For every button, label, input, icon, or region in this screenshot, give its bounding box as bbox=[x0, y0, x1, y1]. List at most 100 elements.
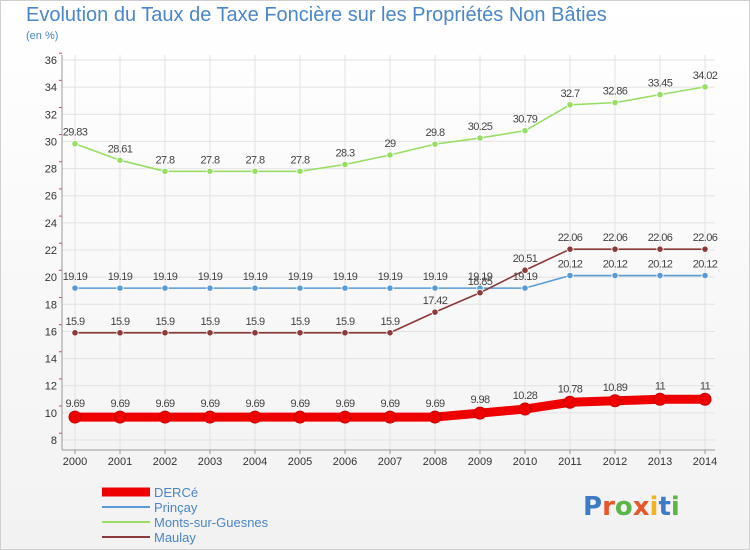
legend-label: DERCé bbox=[154, 485, 198, 500]
legend-label: Monts-sur-Guesnes bbox=[154, 515, 269, 530]
data-label: 19.19 bbox=[378, 271, 403, 283]
y-tick-label: 20 bbox=[45, 272, 57, 284]
x-tick-label: 2013 bbox=[648, 456, 672, 468]
data-point bbox=[251, 329, 259, 337]
data-label: 30.25 bbox=[468, 121, 493, 133]
data-label: 27.8 bbox=[155, 154, 174, 166]
data-label: 30.79 bbox=[513, 114, 538, 126]
legend-label: Prinçay bbox=[154, 500, 198, 515]
proxiti-logo: Proxiti bbox=[583, 492, 680, 522]
data-label: 20.12 bbox=[693, 259, 718, 271]
data-label: 29.83 bbox=[63, 127, 88, 139]
data-point bbox=[656, 91, 664, 99]
data-label: 15.9 bbox=[110, 316, 129, 328]
data-label: 29 bbox=[384, 138, 396, 150]
data-label: 9.69 bbox=[65, 398, 84, 410]
data-label: 19.19 bbox=[468, 271, 493, 283]
chart-title: Evolution du Taux de Taxe Foncière sur l… bbox=[26, 4, 607, 26]
data-point bbox=[473, 406, 487, 420]
logo-letter: P bbox=[583, 492, 603, 522]
data-label: 9.69 bbox=[425, 398, 444, 410]
data-point bbox=[206, 284, 214, 292]
logo-letter: t bbox=[658, 492, 671, 522]
data-label: 28.61 bbox=[108, 143, 133, 155]
x-tick-label: 2005 bbox=[288, 456, 312, 468]
data-label: 15.9 bbox=[245, 316, 264, 328]
data-label: 27.8 bbox=[290, 154, 309, 166]
data-point bbox=[71, 284, 79, 292]
y-tick-label: 8 bbox=[51, 435, 57, 447]
data-label: 20.12 bbox=[558, 259, 583, 271]
x-tick-label: 2011 bbox=[558, 456, 582, 468]
legend-label: Maulay bbox=[154, 530, 196, 545]
data-point bbox=[701, 83, 709, 91]
data-point bbox=[296, 167, 304, 175]
data-label: 22.06 bbox=[603, 232, 628, 244]
y-tick-label: 34 bbox=[45, 82, 57, 94]
data-point bbox=[521, 127, 529, 135]
y-tick-label: 22 bbox=[45, 245, 57, 257]
logo-letter: r bbox=[602, 492, 615, 522]
data-point bbox=[206, 167, 214, 175]
data-point bbox=[341, 284, 349, 292]
data-point bbox=[386, 151, 394, 159]
data-label: 19.19 bbox=[198, 271, 223, 283]
data-label: 9.69 bbox=[290, 398, 309, 410]
data-label: 9.69 bbox=[380, 398, 399, 410]
data-point bbox=[566, 101, 574, 109]
data-label: 32.7 bbox=[560, 88, 579, 100]
data-point bbox=[566, 271, 574, 280]
axes: 8 10 12 14 16 18 20 22 24 26 28 30 32 34 36 2000 2001 200… bbox=[45, 52, 717, 468]
data-point bbox=[251, 167, 259, 175]
data-point bbox=[68, 410, 82, 424]
data-labels: 29.83 28.61 27.8 27.8 27.8 27.8 28.3 29 29.8 30.2… bbox=[63, 70, 719, 410]
data-label: 15.9 bbox=[380, 316, 399, 328]
data-label: 22.06 bbox=[648, 232, 673, 244]
data-point bbox=[206, 329, 214, 337]
data-point bbox=[386, 329, 394, 337]
x-tick-label: 2012 bbox=[603, 456, 627, 468]
x-tick-label: 2000 bbox=[63, 456, 87, 468]
data-label: 15.9 bbox=[335, 316, 354, 328]
data-label: 19.19 bbox=[243, 271, 268, 283]
y-tick-label: 26 bbox=[45, 191, 57, 203]
data-point bbox=[341, 160, 349, 169]
x-tick-label: 2014 bbox=[693, 456, 717, 468]
data-point bbox=[293, 410, 307, 424]
logo-letter: x bbox=[632, 492, 650, 522]
y-tick-label: 30 bbox=[45, 136, 57, 148]
data-label: 19.19 bbox=[333, 271, 358, 283]
data-point bbox=[518, 402, 532, 416]
data-label: 10.89 bbox=[603, 382, 628, 394]
data-label: 19.19 bbox=[423, 271, 448, 283]
y-tick-label: 32 bbox=[45, 109, 57, 121]
x-tick-label: 2001 bbox=[108, 456, 132, 468]
data-label: 20.12 bbox=[648, 259, 673, 271]
data-label: 33.45 bbox=[648, 78, 673, 90]
data-label: 22.06 bbox=[558, 232, 583, 244]
data-point bbox=[521, 266, 529, 274]
data-label: 15.9 bbox=[155, 316, 174, 328]
data-point bbox=[563, 395, 577, 409]
y-tick-label: 12 bbox=[45, 381, 57, 393]
data-point bbox=[158, 410, 172, 424]
logo-letter: i bbox=[649, 492, 659, 522]
data-point bbox=[521, 284, 529, 292]
x-tick-label: 2004 bbox=[243, 456, 267, 468]
data-point bbox=[203, 410, 217, 424]
data-point bbox=[251, 284, 259, 292]
data-label: 29.8 bbox=[425, 127, 444, 139]
x-tick-label: 2008 bbox=[423, 456, 447, 468]
x-tick-label: 2010 bbox=[513, 456, 537, 468]
data-point bbox=[611, 271, 619, 280]
data-label: 15.9 bbox=[65, 316, 84, 328]
data-label: 9.69 bbox=[335, 398, 354, 410]
data-label: 18.85 bbox=[468, 276, 493, 288]
data-point bbox=[656, 271, 664, 280]
data-label: 28.3 bbox=[335, 148, 354, 160]
x-tick-label: 2007 bbox=[378, 456, 402, 468]
data-label: 15.9 bbox=[200, 316, 219, 328]
data-label: 9.69 bbox=[200, 398, 219, 410]
